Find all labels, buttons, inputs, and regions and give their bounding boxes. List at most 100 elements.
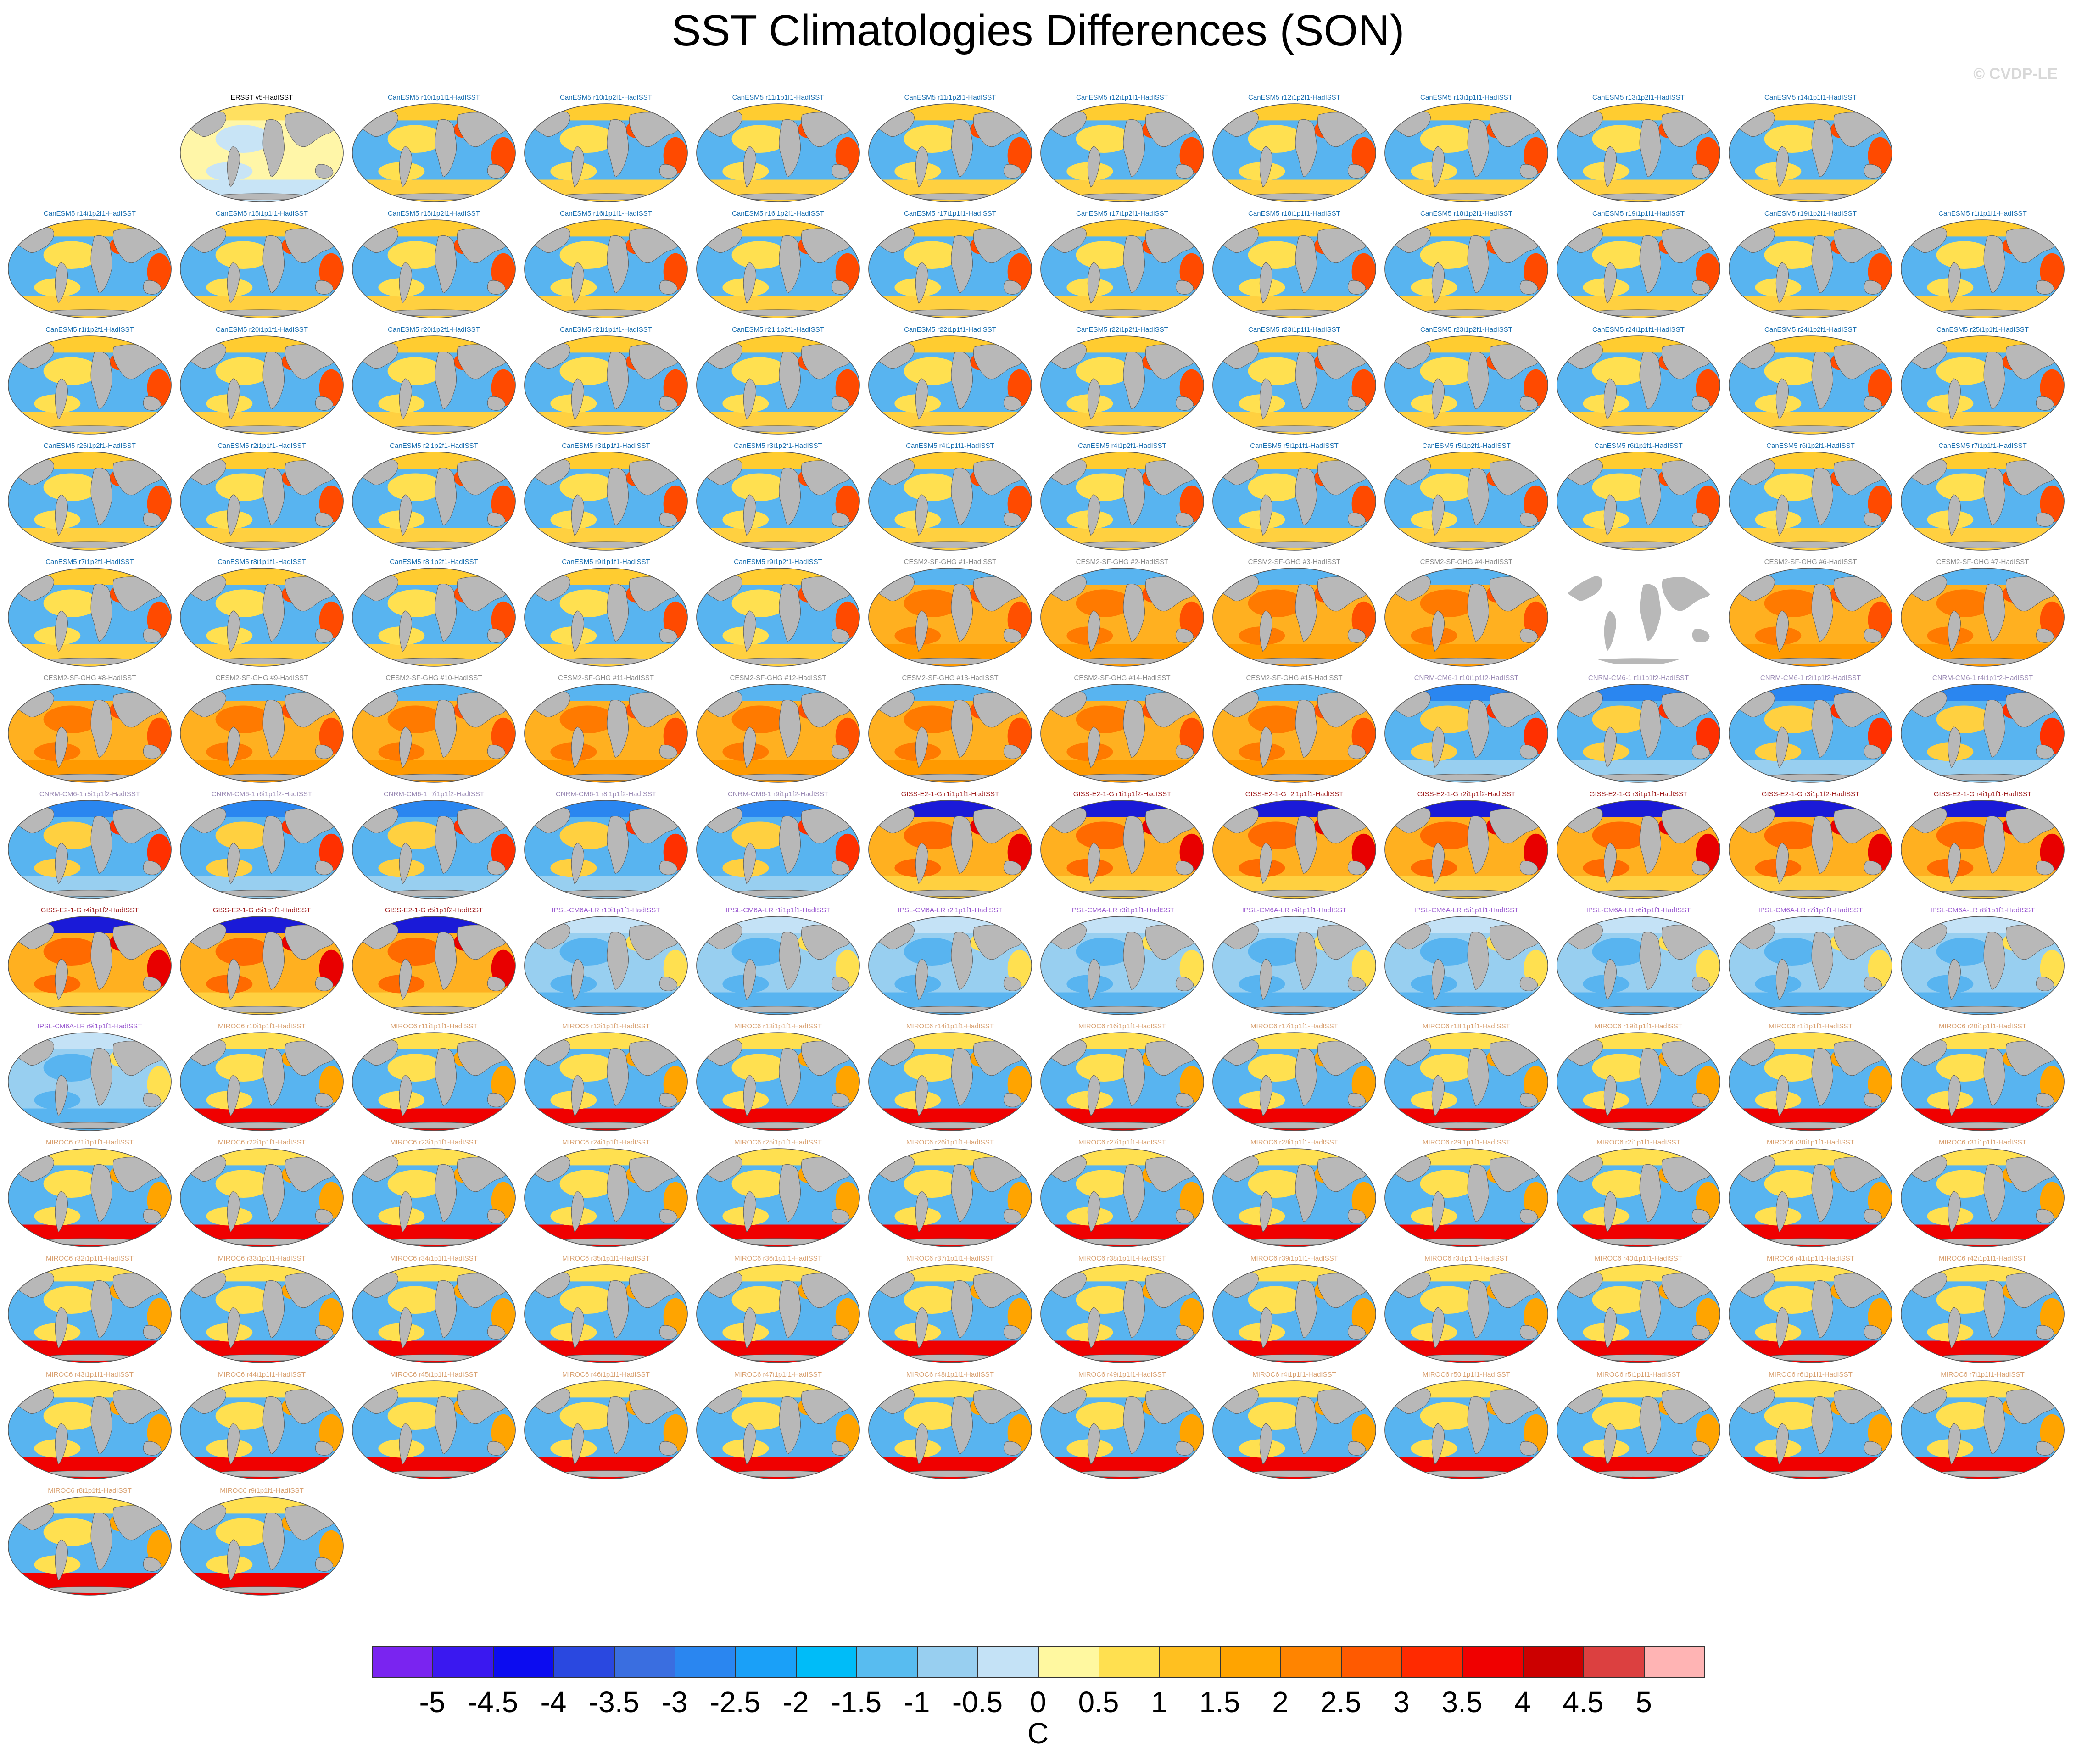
landmass — [1259, 1191, 1272, 1233]
northern-band — [868, 800, 1032, 817]
sst-map — [1040, 219, 1204, 318]
northern-band — [1901, 1265, 2065, 1282]
panel-label: CNRM-CM6-1 r1i1p1f2-HadISST — [1588, 674, 1689, 682]
sst-map — [1212, 568, 1376, 667]
northern-band — [1212, 916, 1376, 933]
landmass — [1519, 396, 1538, 411]
sst-map — [8, 219, 172, 318]
anomaly-blob — [904, 938, 960, 966]
southern-band — [1729, 412, 1892, 434]
map-panel: CanESM5 r16i1p1f1-HadISST — [520, 209, 692, 321]
landmass — [1811, 816, 1833, 874]
northern-band — [1557, 1033, 1720, 1049]
panel-label: MIROC6 r11i1p1f1-HadISST — [390, 1022, 478, 1030]
map-outline — [868, 103, 1032, 202]
anomaly-blob — [559, 125, 615, 153]
northern-band — [696, 1149, 860, 1166]
map-panel: MIROC6 r7i1p1f1-HadISST — [1897, 1370, 2069, 1482]
landmass — [607, 700, 629, 758]
northern-band — [1901, 1149, 2065, 1166]
northern-band — [1557, 452, 1720, 469]
sst-map — [1040, 1148, 1204, 1247]
sst-map — [180, 568, 344, 667]
map-outline — [1557, 219, 1720, 318]
landmass — [1864, 628, 1882, 643]
panel-label: GISS-E2-1-G r4i1p1f2-HadISST — [40, 906, 139, 914]
northern-band — [1040, 1033, 1204, 1049]
map-outline — [180, 916, 344, 1015]
map-outline — [868, 568, 1032, 667]
sst-map — [352, 335, 516, 435]
southern-band — [524, 179, 688, 202]
sst-map — [524, 1148, 688, 1247]
colorbar-swatch — [1462, 1646, 1524, 1678]
anomaly-blob — [1076, 1402, 1132, 1430]
sst-map — [352, 1148, 516, 1247]
map-panel: MIROC6 r8i1p1f1-HadISST — [4, 1486, 176, 1598]
map-panel: CNRM-CM6-1 r9i1p1f2-HadISST — [692, 789, 864, 902]
landmass — [1003, 512, 1022, 527]
landmass — [262, 932, 285, 990]
map-panel: CESM2-SF-GHG #8-HadISST — [4, 673, 176, 786]
panel-label: CanESM5 r2i1p2f1-HadISST — [390, 442, 478, 450]
colorbar-tick-label: -4 — [540, 1686, 567, 1719]
panel-label: MIROC6 r41i1p1f1-HadISST — [1767, 1255, 1854, 1262]
panel-label: CanESM5 r6i1p2f1-HadISST — [1766, 442, 1855, 450]
northern-band — [180, 452, 344, 469]
sst-map — [524, 916, 688, 1015]
sst-map — [180, 916, 344, 1015]
landmass — [1948, 1191, 1961, 1233]
sst-map — [1040, 1264, 1204, 1363]
northern-band — [1729, 1265, 1892, 1282]
anomaly-blob — [1936, 357, 1992, 385]
landmass — [1948, 1423, 1961, 1465]
map-panel: CanESM5 r15i1p1f1-HadISST — [176, 209, 348, 321]
landmass — [2036, 1325, 2054, 1340]
sst-map — [868, 1032, 1032, 1131]
map-outline — [868, 800, 1032, 899]
sst-map — [1384, 916, 1548, 1015]
northern-band — [868, 1033, 1032, 1049]
northern-band — [1557, 1265, 1720, 1282]
landmass — [143, 1441, 162, 1456]
southern-band — [1040, 876, 1204, 899]
northern-band — [1557, 916, 1720, 933]
southern-band — [1212, 644, 1376, 666]
landmass — [915, 1423, 928, 1465]
sst-map — [1212, 335, 1376, 435]
landmass — [143, 744, 162, 759]
map-outline — [1557, 916, 1720, 1015]
anomaly-blob — [1764, 1402, 1820, 1430]
northern-band — [868, 104, 1032, 121]
northern-band — [352, 800, 516, 817]
landmass — [1123, 1048, 1145, 1106]
map-panel: MIROC6 r26i1p1f1-HadISST — [864, 1138, 1036, 1250]
northern-band — [1729, 104, 1892, 121]
landmass — [55, 959, 68, 1000]
landmass — [1347, 512, 1366, 527]
panel-label: CESM2-SF-GHG #2-HadISST — [1076, 558, 1169, 566]
map-outline — [8, 1380, 172, 1479]
map-outline — [180, 568, 344, 667]
sst-map — [352, 1032, 516, 1131]
map-outline — [696, 916, 860, 1015]
map-panel: MIROC6 r2i1p1f1-HadISST — [1552, 1138, 1724, 1250]
northern-band — [1212, 1265, 1376, 1282]
landmass — [1347, 280, 1366, 295]
map-outline — [8, 684, 172, 783]
sst-map — [868, 1264, 1032, 1363]
map-outline — [524, 103, 688, 202]
map-panel: CNRM-CM6-1 r2i1p1f2-HadISST — [1724, 673, 1897, 786]
sst-map — [1040, 916, 1204, 1015]
anomaly-blob — [43, 1054, 99, 1082]
landmass — [2036, 512, 2054, 527]
northern-band — [8, 1033, 172, 1049]
landmass — [1259, 610, 1272, 652]
sst-map — [8, 916, 172, 1015]
landmass — [90, 352, 112, 409]
map-panel: CanESM5 r6i1p1f1-HadISST — [1552, 441, 1724, 553]
landmass — [831, 1441, 850, 1456]
map-panel: CanESM5 r5i1p1f1-HadISST — [1208, 441, 1380, 553]
southern-band — [1557, 179, 1720, 202]
landmass — [1087, 1307, 1100, 1349]
